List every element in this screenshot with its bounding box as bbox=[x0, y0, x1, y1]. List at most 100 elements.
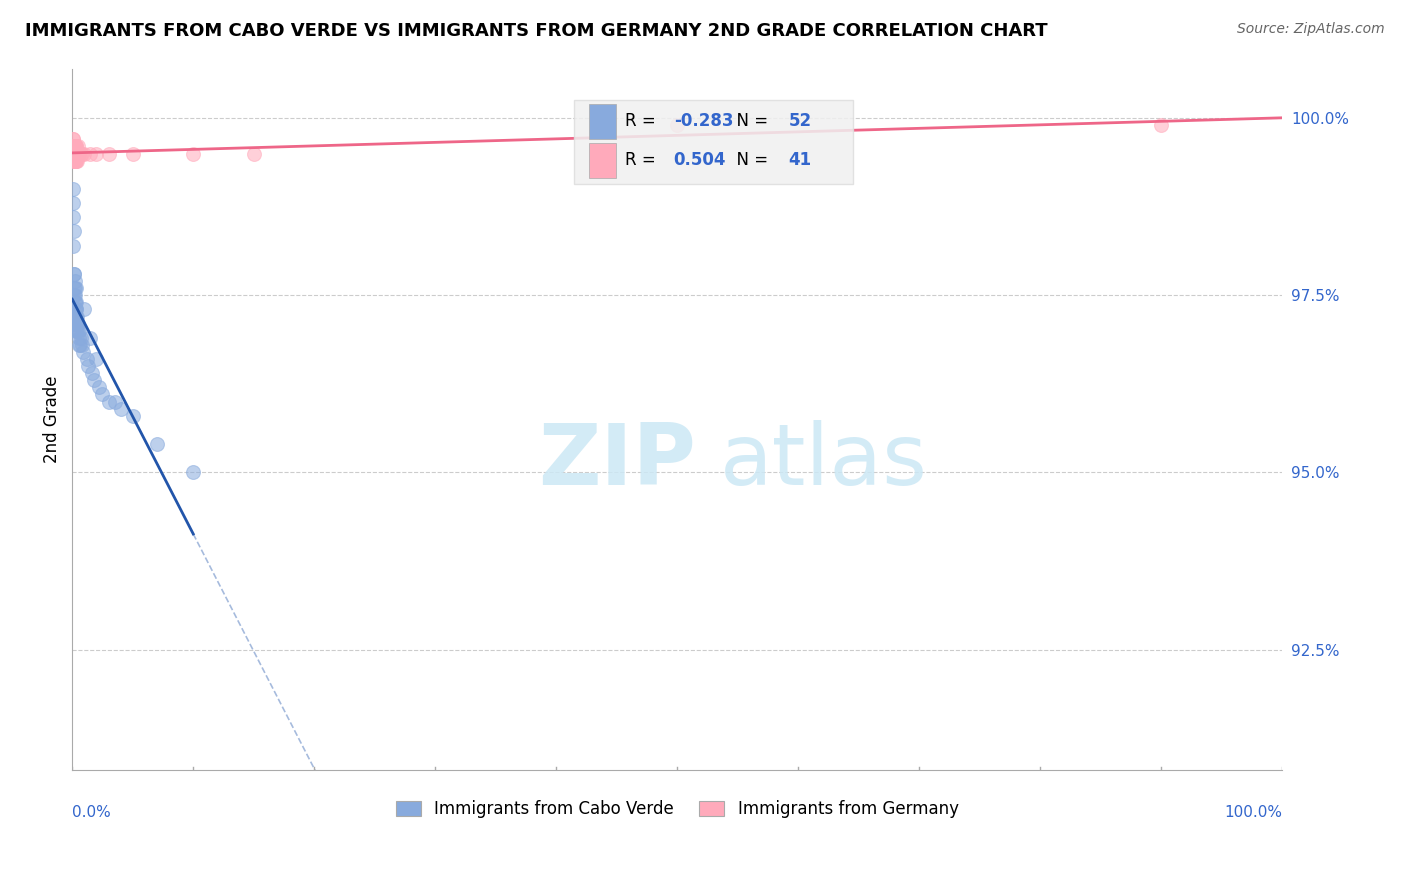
Point bbox=[63, 139, 86, 153]
Point bbox=[65, 324, 87, 338]
Text: -0.283: -0.283 bbox=[673, 112, 733, 130]
Point bbox=[65, 139, 87, 153]
Point bbox=[242, 146, 264, 161]
Point bbox=[63, 153, 86, 168]
Point bbox=[79, 146, 101, 161]
Point bbox=[62, 211, 84, 225]
Text: 0.0%: 0.0% bbox=[72, 805, 111, 820]
Point bbox=[65, 302, 87, 317]
Point bbox=[69, 146, 91, 161]
Point bbox=[66, 153, 89, 168]
Point bbox=[121, 409, 143, 423]
Point bbox=[66, 310, 89, 324]
Point bbox=[65, 146, 87, 161]
Bar bbox=[589, 143, 616, 178]
Text: 41: 41 bbox=[789, 151, 811, 169]
Point bbox=[65, 281, 87, 295]
Point bbox=[666, 118, 689, 132]
Point bbox=[65, 146, 87, 161]
Text: N =: N = bbox=[725, 112, 773, 130]
Text: Source: ZipAtlas.com: Source: ZipAtlas.com bbox=[1237, 22, 1385, 37]
Point bbox=[67, 338, 90, 352]
Point bbox=[63, 153, 86, 168]
Point bbox=[72, 345, 94, 359]
Point bbox=[70, 146, 93, 161]
Point bbox=[62, 281, 84, 295]
Point bbox=[65, 310, 87, 324]
Point bbox=[62, 225, 84, 239]
Point bbox=[86, 146, 108, 161]
Legend: Immigrants from Cabo Verde, Immigrants from Germany: Immigrants from Cabo Verde, Immigrants f… bbox=[389, 794, 966, 825]
Point bbox=[62, 146, 84, 161]
Point bbox=[63, 302, 86, 317]
Text: 100.0%: 100.0% bbox=[1225, 805, 1282, 820]
Point bbox=[63, 139, 86, 153]
Point bbox=[67, 331, 90, 345]
Point bbox=[83, 373, 105, 387]
Text: R =: R = bbox=[626, 112, 661, 130]
Point bbox=[66, 317, 89, 331]
Point bbox=[65, 317, 87, 331]
Text: 0.504: 0.504 bbox=[673, 151, 727, 169]
Point bbox=[65, 288, 87, 302]
Point bbox=[66, 146, 89, 161]
Point bbox=[62, 238, 84, 252]
Point bbox=[65, 317, 87, 331]
Point bbox=[121, 146, 143, 161]
Point bbox=[63, 281, 86, 295]
Point bbox=[65, 153, 87, 168]
Point bbox=[63, 310, 86, 324]
Point bbox=[62, 132, 84, 146]
Point bbox=[79, 331, 101, 345]
Point bbox=[63, 274, 86, 288]
Point bbox=[62, 196, 84, 211]
Point bbox=[62, 182, 84, 196]
Point bbox=[65, 139, 87, 153]
Point bbox=[62, 139, 84, 153]
Point bbox=[69, 146, 91, 161]
Point bbox=[69, 338, 91, 352]
Text: R =: R = bbox=[626, 151, 661, 169]
Point bbox=[62, 139, 84, 153]
Point bbox=[63, 139, 86, 153]
Point bbox=[66, 317, 89, 331]
Point bbox=[63, 146, 86, 161]
Point bbox=[67, 324, 90, 338]
Point bbox=[65, 146, 87, 161]
Point bbox=[66, 146, 89, 161]
Point bbox=[65, 146, 87, 161]
Point bbox=[87, 380, 110, 394]
Point bbox=[65, 310, 87, 324]
Point bbox=[65, 153, 87, 168]
Point bbox=[62, 132, 84, 146]
Point bbox=[97, 394, 120, 409]
Point bbox=[65, 295, 87, 310]
Point bbox=[62, 153, 84, 168]
Point bbox=[80, 366, 103, 380]
Text: IMMIGRANTS FROM CABO VERDE VS IMMIGRANTS FROM GERMANY 2ND GRADE CORRELATION CHAR: IMMIGRANTS FROM CABO VERDE VS IMMIGRANTS… bbox=[25, 22, 1047, 40]
Text: 52: 52 bbox=[789, 112, 811, 130]
Point bbox=[62, 267, 84, 281]
Point bbox=[67, 139, 90, 153]
Point bbox=[70, 338, 93, 352]
Text: atlas: atlas bbox=[720, 420, 928, 503]
Point bbox=[63, 146, 86, 161]
Point bbox=[146, 437, 169, 451]
FancyBboxPatch shape bbox=[575, 100, 853, 185]
Point bbox=[65, 295, 87, 310]
Point bbox=[63, 146, 86, 161]
Text: ZIP: ZIP bbox=[538, 420, 696, 503]
Point bbox=[97, 146, 120, 161]
Point bbox=[63, 288, 86, 302]
Point bbox=[66, 324, 89, 338]
Point bbox=[65, 302, 87, 317]
Point bbox=[77, 359, 100, 373]
Point bbox=[65, 153, 87, 168]
Point bbox=[69, 331, 91, 345]
Point bbox=[76, 352, 98, 367]
Point bbox=[63, 153, 86, 168]
Point bbox=[181, 466, 204, 480]
Point bbox=[91, 387, 114, 401]
Point bbox=[73, 302, 96, 317]
Point bbox=[1150, 118, 1173, 132]
